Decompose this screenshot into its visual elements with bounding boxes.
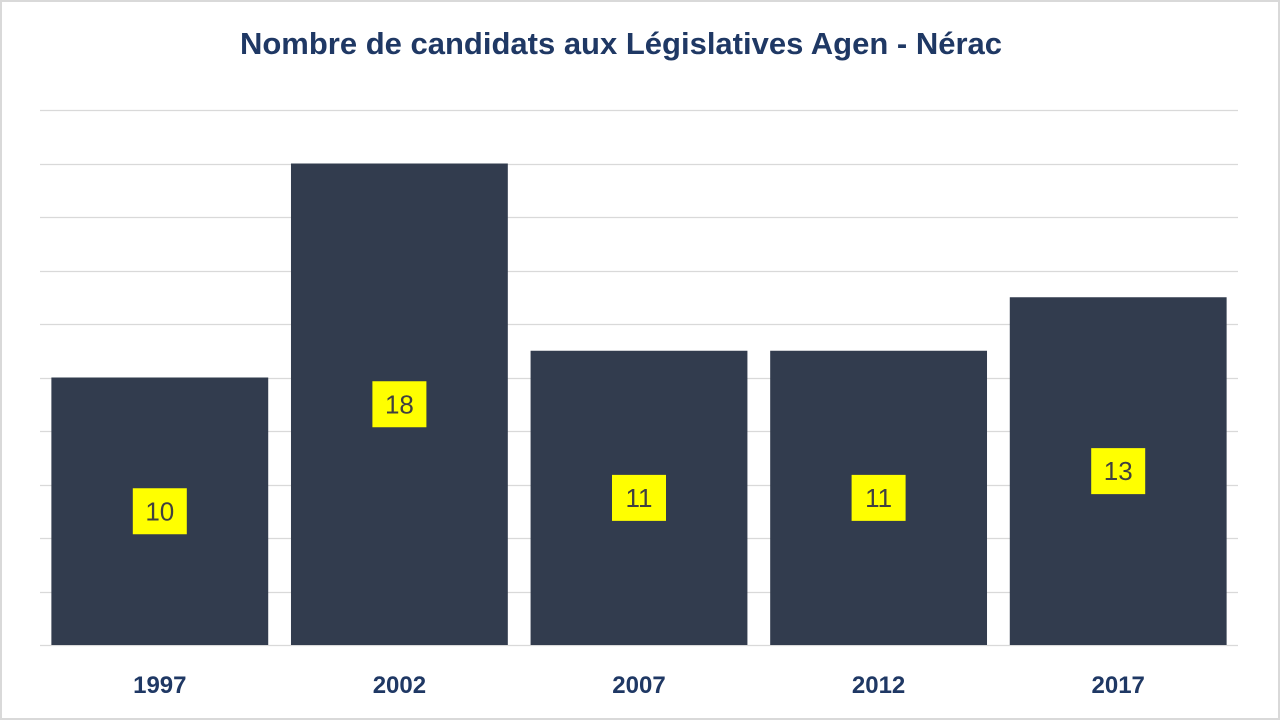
data-label-value: 11 [626, 483, 653, 513]
data-label-value: 11 [865, 483, 892, 513]
data-label-value: 13 [1104, 456, 1133, 486]
x-axis-ticks: 1997 2002 2007 2012 2017 [133, 672, 1145, 699]
data-label-2012: 11 [851, 474, 906, 521]
data-label-box [1091, 448, 1146, 495]
chart-title: Nombre de candidats aux Législatives Age… [239, 26, 1003, 61]
data-label-2007: 11 [612, 474, 666, 521]
x-tick-2007: 2007 [612, 672, 665, 699]
x-tick-2017: 2017 [1092, 672, 1145, 699]
x-tick-2002: 2002 [373, 672, 426, 699]
x-tick-2012: 2012 [852, 672, 905, 699]
data-label-box [851, 474, 906, 521]
data-label-value: 18 [385, 389, 414, 419]
x-tick-1997: 1997 [133, 672, 186, 699]
data-label-1997: 10 [132, 488, 187, 535]
data-label-box [132, 488, 187, 535]
data-label-value: 10 [145, 496, 174, 526]
data-label-2002: 18 [372, 381, 427, 428]
data-labels: 10 18 11 11 13 [132, 381, 1146, 535]
bars [51, 163, 1227, 645]
data-label-box [372, 381, 427, 428]
data-label-box [612, 474, 666, 521]
data-label-2017: 13 [1091, 448, 1146, 495]
